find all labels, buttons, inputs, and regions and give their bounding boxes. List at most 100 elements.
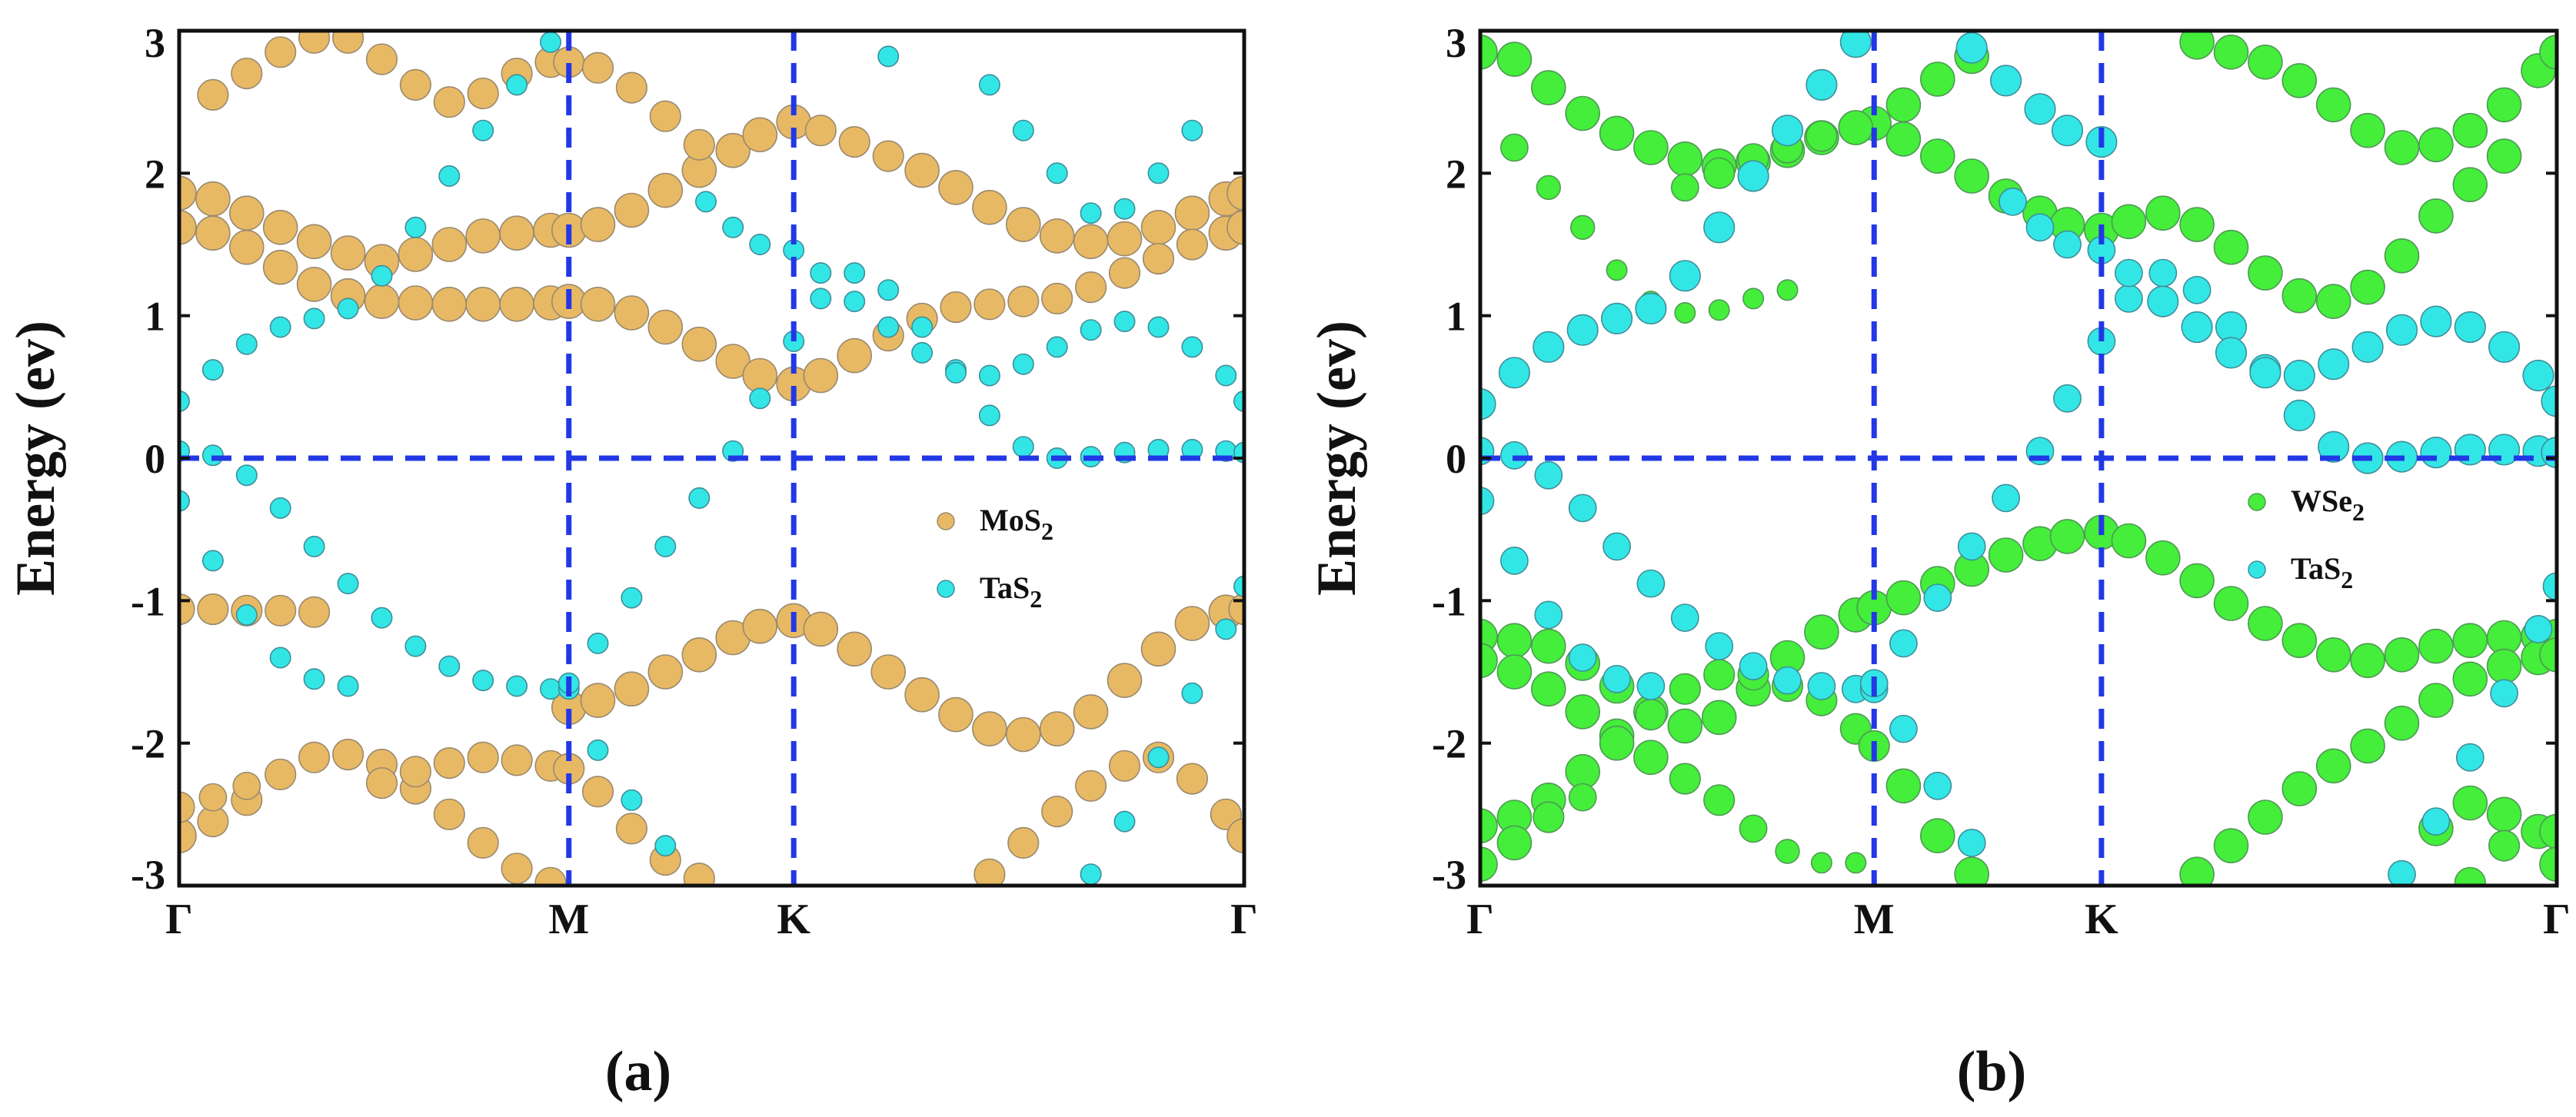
band-point-tas2 (1500, 440, 1529, 470)
band-point-mos2 (265, 758, 297, 791)
band-point-mos2 (837, 631, 872, 667)
band-point-mos2 (399, 756, 432, 788)
band-point-tas2 (1807, 672, 1836, 700)
band-point-wse2 (1480, 846, 1498, 882)
band-point-wse2 (2452, 785, 2488, 821)
band-point-wse2 (1703, 659, 1736, 691)
band-point-wse2 (2281, 278, 2318, 314)
legend-label-main: WSe (2291, 484, 2352, 518)
band-point-tas2 (2283, 359, 2315, 392)
band-point-mos2 (365, 43, 398, 75)
panel-a-y-ticks: 3 2 1 0 -1 -2 -3 (131, 20, 1244, 898)
band-point-mos2 (1107, 221, 1143, 257)
y-tick-label: 0 (145, 436, 165, 482)
band-point-tas2 (1670, 603, 1699, 633)
band-point-mos2 (614, 192, 650, 228)
k-point-label: Γ (1466, 896, 1494, 943)
band-point-tas2 (235, 333, 258, 355)
band-point-mos2 (681, 637, 717, 673)
band-point-wse2 (2213, 828, 2249, 863)
band-point-mos2 (1007, 826, 1040, 859)
band-point-wse2 (2452, 112, 2488, 148)
band-point-tas2 (235, 603, 258, 626)
panel-b-y-ticks: 3 2 1 0 -1 -2 -3 (1432, 20, 2557, 898)
band-point-wse2 (1496, 42, 1533, 77)
band-point-tas2 (1147, 746, 1170, 769)
band-point-wse2 (1569, 214, 1596, 240)
y-tick-label: -2 (1432, 721, 1466, 767)
band-point-mos2 (1041, 282, 1073, 315)
band-point-wse2 (2384, 130, 2420, 165)
band-point-wse2 (1703, 784, 1736, 816)
legend-label-mos2: MoS2 (980, 503, 1053, 545)
band-point-tas2 (1568, 643, 1597, 672)
band-point-tas2 (438, 165, 461, 188)
band-point-mos2 (972, 711, 1007, 746)
band-point-tas2 (1705, 632, 1734, 661)
band-point-tas2 (2420, 436, 2452, 469)
band-point-wse2 (2049, 519, 2085, 554)
k-point-label: K (777, 896, 810, 943)
band-point-tas2 (539, 678, 561, 700)
band-point-wse2 (1496, 825, 1533, 861)
band-point-tas2 (1480, 388, 1496, 421)
band-point-wse2 (1480, 35, 1498, 70)
band-point-tas2 (1601, 302, 1633, 335)
band-point-mos2 (904, 152, 940, 188)
band-point-mos2 (231, 58, 263, 90)
band-point-tas2 (688, 487, 711, 509)
band-point-mos2 (803, 357, 839, 394)
band-point-mos2 (742, 608, 778, 644)
band-point-wse2 (1599, 115, 1635, 151)
band-point-wse2 (1669, 673, 1701, 705)
band-point-tas2 (1773, 666, 1802, 695)
band-point-wse2 (1988, 537, 2024, 573)
band-point-tas2 (2025, 213, 2055, 242)
band-point-tas2 (1999, 187, 2027, 216)
legend-marker-mos2 (937, 512, 955, 530)
band-point-wse2 (1954, 856, 1989, 886)
band-point-tas2 (269, 647, 291, 669)
band-point-tas2 (1500, 547, 1529, 575)
band-point-tas2 (2351, 331, 2384, 364)
band-point-mos2 (972, 189, 1007, 225)
band-point-mos2 (804, 115, 837, 147)
band-point-mos2 (330, 235, 366, 271)
band-point-mos2 (195, 215, 231, 251)
band-point-tas2 (2283, 399, 2315, 432)
band-point-wse2 (2315, 284, 2351, 319)
band-point-wse2 (2350, 728, 2385, 764)
k-point-label: M (1854, 896, 1895, 943)
band-point-wse2 (1885, 580, 1922, 616)
band-point-tas2 (1923, 583, 1952, 613)
band-point-tas2 (2454, 311, 2486, 344)
band-point-mos2 (1108, 257, 1141, 289)
band-point-wse2 (1670, 173, 1699, 202)
band-point-wse2 (1568, 783, 1597, 812)
band-point-mos2 (433, 86, 465, 118)
band-point-mos2 (1039, 711, 1075, 746)
band-point-tas2 (1233, 575, 1244, 597)
band-point-mos2 (298, 596, 331, 628)
band-point-tas2 (587, 739, 609, 761)
band-point-wse2 (1480, 808, 1498, 843)
band-point-wse2 (1667, 708, 1703, 744)
band-point-tas2 (844, 291, 866, 313)
band-point-tas2 (1181, 336, 1203, 358)
band-point-tas2 (1046, 162, 1068, 185)
band-point-mos2 (365, 766, 398, 800)
band-point-tas2 (371, 607, 393, 629)
band-point-tas2 (844, 262, 866, 284)
band-point-tas2 (1534, 600, 1563, 630)
band-point-tas2 (303, 668, 325, 690)
band-point-tas2 (1957, 829, 1986, 857)
band-point-tas2 (1669, 260, 1701, 292)
y-tick-label: 3 (145, 20, 165, 66)
panel-b-marks (1480, 31, 2557, 886)
band-point-tas2 (1923, 771, 1952, 800)
band-point-wse2 (1954, 158, 1989, 194)
band-point-wse2 (2281, 623, 2318, 659)
band-point-mos2 (581, 52, 614, 84)
band-point-wse2 (2213, 586, 2249, 621)
band-point-mos2 (647, 172, 684, 208)
